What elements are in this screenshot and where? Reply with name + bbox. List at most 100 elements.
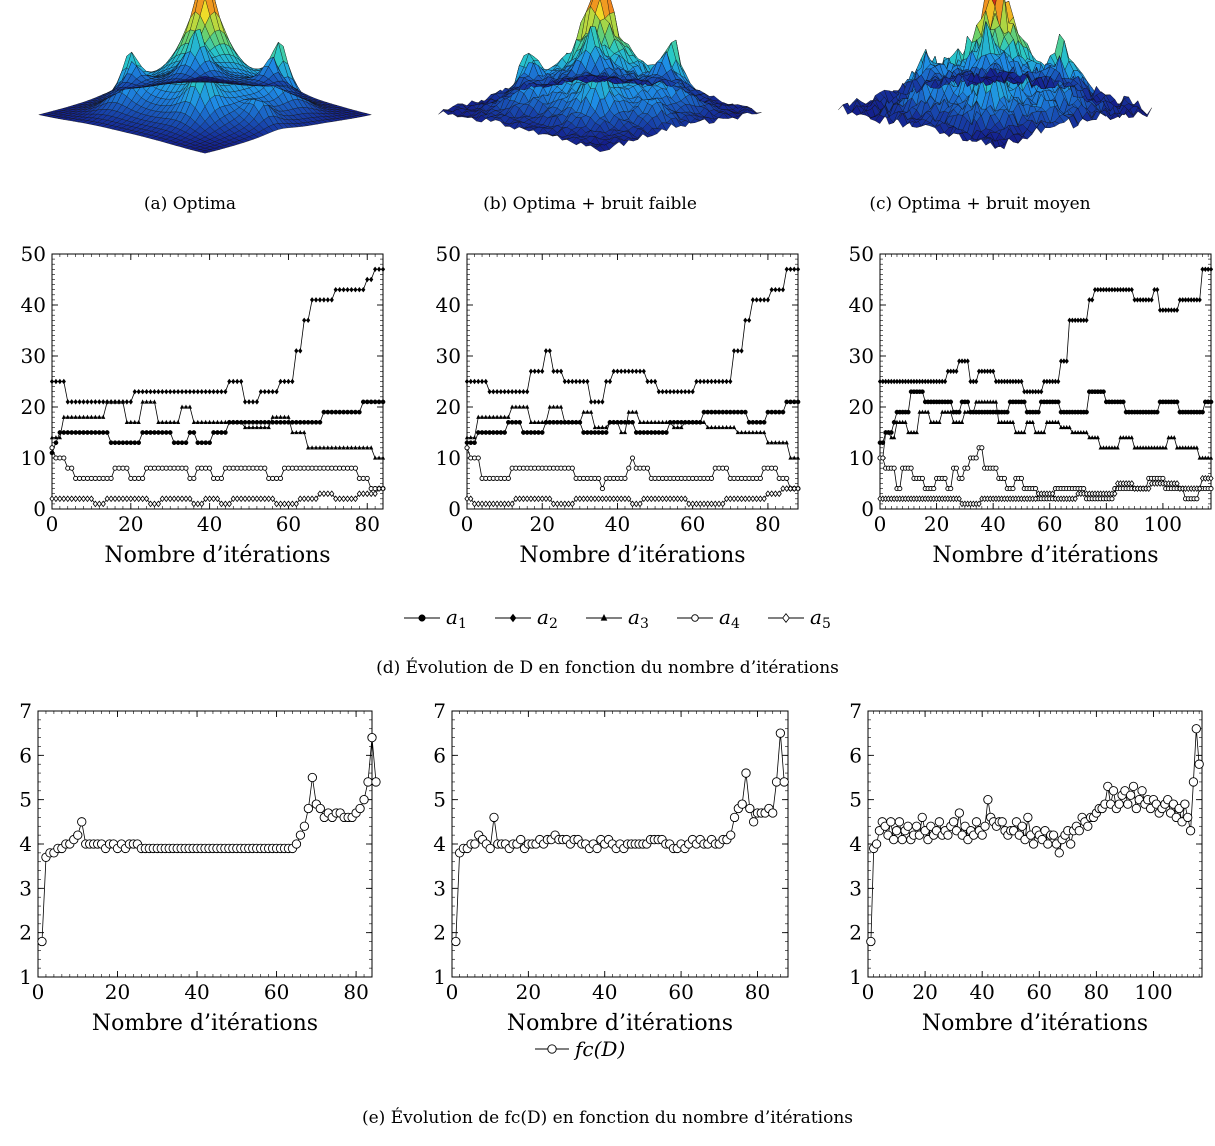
marker-diamond bbox=[325, 297, 330, 303]
marker-triangle bbox=[93, 414, 98, 419]
marker-diamond bbox=[630, 368, 635, 375]
marker-diamond bbox=[207, 388, 212, 395]
marker-diamond bbox=[472, 378, 477, 385]
marker-circle bbox=[203, 440, 209, 446]
marker-triangle bbox=[81, 414, 86, 419]
marker-diamond bbox=[231, 378, 236, 385]
marker-circle bbox=[795, 399, 801, 405]
marker-circle bbox=[282, 419, 287, 425]
surface-bruit-faible bbox=[438, 0, 762, 152]
marker-triangle bbox=[724, 424, 729, 430]
marker-circle-open bbox=[723, 465, 730, 471]
marker-circle bbox=[472, 440, 477, 446]
marker-diamond bbox=[93, 399, 98, 405]
marker-diamond bbox=[513, 388, 518, 395]
marker-triangle bbox=[656, 419, 661, 424]
marker-diamond bbox=[250, 399, 256, 405]
marker-diamond bbox=[769, 286, 774, 293]
marker-diamond bbox=[532, 368, 537, 375]
marker-circle bbox=[61, 430, 67, 435]
marker-circle bbox=[293, 419, 299, 425]
marker-diamond bbox=[592, 399, 597, 405]
marker-circle bbox=[179, 440, 185, 446]
marker-circle-open bbox=[262, 465, 268, 471]
marker-circle-open bbox=[277, 475, 284, 481]
marker-diamond bbox=[306, 317, 311, 324]
marker-circle bbox=[290, 419, 295, 425]
marker-circle-open bbox=[69, 465, 75, 471]
marker-circle-open bbox=[626, 465, 632, 471]
marker-diamond bbox=[686, 388, 692, 395]
marker-circle-open bbox=[108, 475, 114, 481]
marker-diamond bbox=[215, 388, 220, 395]
marker-diamond bbox=[494, 388, 500, 395]
marker-circle bbox=[163, 430, 169, 435]
x-axis-label: Nombre d’itérations bbox=[519, 543, 745, 568]
marker-circle bbox=[262, 419, 268, 425]
marker-circle bbox=[360, 399, 366, 405]
marker-circle bbox=[69, 430, 75, 435]
marker-circle bbox=[92, 430, 98, 435]
marker-circle bbox=[357, 409, 362, 415]
marker-diamond bbox=[223, 388, 228, 395]
marker-circle bbox=[152, 430, 157, 435]
y-tick-label: 30 bbox=[436, 344, 461, 368]
marker-circle bbox=[148, 430, 153, 435]
marker-diamond bbox=[604, 378, 609, 385]
marker-triangle bbox=[132, 419, 137, 424]
marker-circle-open bbox=[49, 445, 55, 451]
marker-diamond bbox=[333, 286, 338, 293]
marker-triangle bbox=[626, 409, 631, 414]
y-tick-label: 50 bbox=[436, 242, 461, 266]
marker-circle-open bbox=[464, 445, 470, 451]
marker-triangle bbox=[630, 409, 635, 414]
marker-triangle bbox=[773, 440, 778, 445]
marker-triangle bbox=[65, 414, 70, 419]
marker-circle-open bbox=[629, 455, 636, 461]
marker-diamond bbox=[720, 378, 725, 385]
marker-diamond bbox=[709, 378, 714, 385]
marker-circle bbox=[372, 399, 378, 405]
marker-diamond bbox=[491, 388, 496, 395]
marker-diamond bbox=[286, 378, 291, 385]
series-line bbox=[52, 268, 383, 403]
marker-circle bbox=[502, 430, 507, 435]
marker-triangle bbox=[298, 429, 303, 435]
marker-diamond bbox=[140, 388, 145, 395]
marker-diamond bbox=[53, 378, 59, 385]
marker-triangle bbox=[551, 404, 556, 409]
marker-circle bbox=[144, 430, 149, 435]
x-axis-label: Nombre d’itérations bbox=[104, 543, 330, 568]
marker-triangle bbox=[758, 429, 763, 435]
series-a4 bbox=[464, 445, 801, 492]
surface-bruit-moyen bbox=[838, 0, 1152, 150]
marker-diamond bbox=[698, 378, 703, 385]
marker-triangle bbox=[49, 435, 55, 440]
y-tick-label: 30 bbox=[21, 344, 46, 368]
marker-triangle bbox=[765, 440, 771, 445]
marker-triangle bbox=[353, 445, 358, 450]
marker-diamond bbox=[152, 388, 157, 395]
marker-diamond bbox=[380, 266, 386, 273]
marker-diamond bbox=[652, 378, 658, 385]
marker-diamond bbox=[357, 286, 362, 293]
marker-diamond bbox=[156, 388, 161, 395]
marker-circle bbox=[742, 409, 748, 415]
marker-circle-open bbox=[191, 475, 197, 481]
marker-triangle bbox=[179, 404, 185, 409]
marker-circle-open bbox=[505, 475, 511, 481]
marker-triangle bbox=[558, 404, 564, 409]
marker-triangle bbox=[97, 414, 102, 419]
marker-triangle bbox=[325, 445, 330, 450]
marker-diamond bbox=[668, 388, 673, 395]
marker-diamond bbox=[777, 286, 782, 293]
x-tick-label: 0 bbox=[46, 512, 59, 536]
marker-triangle bbox=[731, 424, 737, 430]
marker-diamond bbox=[144, 388, 149, 395]
marker-triangle bbox=[464, 435, 470, 440]
marker-circle bbox=[223, 430, 228, 435]
marker-circle-open bbox=[784, 475, 790, 481]
marker-circle bbox=[309, 419, 315, 425]
marker-triangle bbox=[262, 424, 267, 430]
